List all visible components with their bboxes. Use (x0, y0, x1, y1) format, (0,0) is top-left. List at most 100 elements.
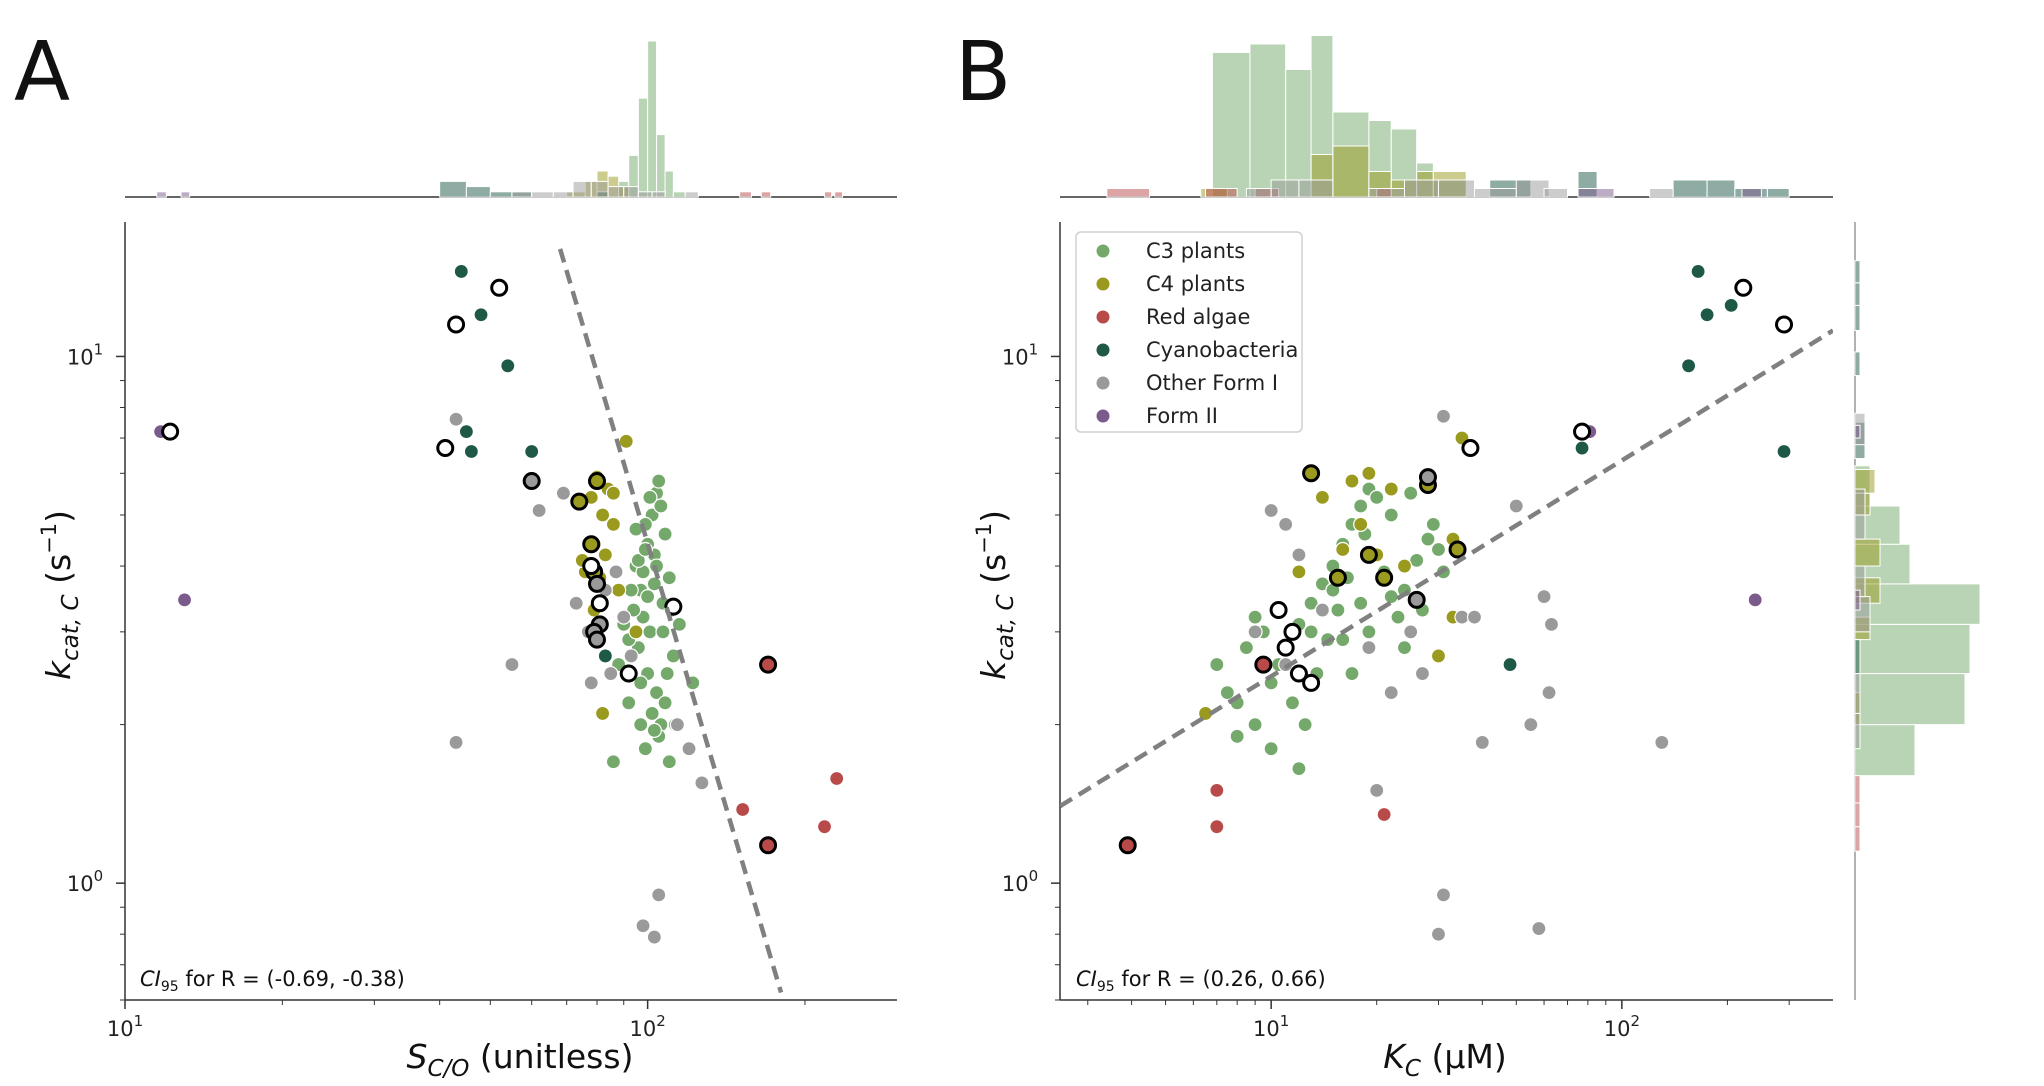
scatter-point-other-form-i (1466, 609, 1483, 625)
scatter-point-c3-plants (1344, 665, 1360, 682)
histogram-bar-other-form-i (684, 191, 699, 198)
scatter-point-cyanobacteria (1699, 307, 1715, 323)
panel-a-x-label: SC/O (unitless) (407, 1037, 634, 1082)
panel-b-ci-annotation: CI95 for R = (0.26, 0.66) (1076, 967, 1326, 995)
scatter-point-c3-plants (1209, 656, 1225, 673)
scatter-point-c3-plants (1369, 489, 1385, 506)
histogram-bar-c3-plants (1854, 673, 1966, 726)
scatter-point-c4-plants (597, 547, 613, 563)
scatter-point-c3-plants (646, 576, 662, 592)
scatter-point-c4-plants (1353, 516, 1369, 532)
scatter-point-c3-plants (1247, 716, 1263, 733)
histogram-bar-other-form-i (1270, 179, 1300, 198)
histogram-bar-other-form-i (590, 180, 609, 198)
panel-b-x-tick-label: 102 (1604, 1012, 1640, 1041)
histogram-bar-cyanobacteria (465, 186, 491, 198)
scatter-point-other-form-i (1278, 516, 1294, 532)
scatter-point-form-ii (1747, 592, 1763, 608)
scatter-point-c3-plants (661, 570, 677, 586)
scatter-point-other-form-i (1383, 685, 1399, 701)
highlighted-point-c4-plants (570, 492, 589, 511)
histogram-bar-red-algae (1106, 188, 1151, 198)
panel-b-top-histogram (1060, 35, 1833, 198)
scatter-point-c3-plants (1263, 741, 1279, 757)
scatter-point-c3-plants (633, 716, 649, 733)
scatter-point-other-form-i (583, 675, 599, 691)
scatter-point-c3-plants (1383, 507, 1399, 523)
histogram-bar-form-ii (1741, 188, 1762, 198)
scatter-point-c3-plants (659, 665, 675, 682)
histogram-bar-other-form-i (511, 191, 533, 198)
histogram-bar-cyanobacteria (1706, 179, 1736, 198)
scatter-point-c3-plants (1219, 685, 1235, 701)
highlighted-open-point (1276, 638, 1295, 657)
histogram-bar-other-form-i (1854, 673, 1861, 714)
scatter-point-c3-plants (1396, 640, 1413, 656)
highlighted-open-point (1734, 278, 1753, 297)
scatter-point-other-form-i (603, 665, 619, 682)
scatter-point-c3-plants (637, 741, 653, 757)
highlighted-point-red-algae (759, 836, 778, 855)
panel-letter-b: B (955, 25, 1011, 120)
histogram-bar-c4-plants (1854, 538, 1881, 567)
legend-marker-cyanobacteria (1096, 343, 1110, 357)
scatter-point-c4-plants (1361, 465, 1377, 481)
histogram-bar-red-algae (760, 191, 772, 198)
scatter-point-cyanobacteria (1723, 297, 1739, 314)
scatter-point-c4-plants (1291, 564, 1307, 580)
scatter-point-c3-plants (605, 754, 622, 770)
scatter-point-cyanobacteria (500, 358, 516, 374)
scatter-point-other-form-i (1435, 408, 1452, 424)
scatter-point-cyanobacteria (597, 648, 613, 664)
scatter-point-cyanobacteria (1776, 443, 1792, 460)
histogram-bar-form-ii (1577, 188, 1615, 198)
legend-label-red-algae: Red algae (1146, 305, 1250, 329)
scatter-point-c3-plants (655, 624, 671, 640)
histogram-bar-other-form-i (1403, 179, 1439, 198)
legend-label-c4: C4 plants (1146, 272, 1245, 296)
highlighted-open-point (161, 422, 180, 441)
legend-marker-c3 (1096, 244, 1110, 258)
scatter-point-other-form-i (1654, 734, 1670, 751)
panel-b-right-histogram (1854, 222, 1981, 1000)
scatter-point-other-form-i (1543, 616, 1560, 632)
histogram-bar-form-ii (1854, 589, 1861, 611)
highlighted-open-point (1573, 422, 1592, 441)
highlighted-open-point (1269, 601, 1288, 620)
histogram-bar-c4-plants (1332, 145, 1370, 198)
legend-label-form-ii: Form II (1146, 404, 1218, 428)
scatter-point-other-form-i (1435, 887, 1452, 903)
scatter-point-c4-plants (1430, 648, 1447, 664)
highlighted-point-other-form-i (587, 574, 606, 593)
histogram-bar-other-form-i (552, 191, 574, 198)
highlighted-point-c4-plants (1302, 464, 1321, 483)
scatter-point-c3-plants (1403, 485, 1419, 501)
scatter-point-c4-plants (628, 624, 644, 640)
panel-b-scatter-points (1060, 263, 1833, 942)
scatter-point-c3-plants (1383, 588, 1399, 605)
histogram-bar-c3-plants (672, 191, 686, 198)
panel-b-y-label: kcat, C (s−1) (972, 510, 1019, 680)
scatter-point-c3-plants (630, 552, 646, 568)
histogram-bar-red-algae (1854, 826, 1861, 852)
histogram-bar-other-form-i (572, 180, 592, 198)
scatter-point-red-algae (735, 801, 751, 818)
scatter-point-other-form-i (1314, 602, 1330, 618)
histogram-bar-other-form-i (1649, 188, 1674, 198)
scatter-point-c3-plants (661, 754, 677, 770)
highlighted-open-point (1775, 315, 1794, 334)
scatter-point-c3-plants (651, 473, 667, 489)
scatter-point-c4-plants (594, 507, 611, 523)
highlighted-point-c4-plants (587, 472, 606, 491)
scatter-point-c3-plants (1303, 624, 1319, 640)
scatter-point-c3-plants (1409, 552, 1425, 568)
legend-marker-form-ii (1096, 409, 1110, 423)
scatter-point-c3-plants (621, 695, 637, 711)
histogram-bar-form-ii (180, 191, 191, 198)
panel-a-scatter-points (153, 248, 845, 994)
histogram-bar-c3-plants (1211, 52, 1251, 198)
scatter-point-other-form-i (1247, 624, 1263, 640)
scatter-point-c3-plants (1353, 595, 1369, 611)
highlighted-point-c4-plants (582, 535, 601, 554)
panel-b-axes: 101 102 100 101 (1002, 222, 1833, 1041)
